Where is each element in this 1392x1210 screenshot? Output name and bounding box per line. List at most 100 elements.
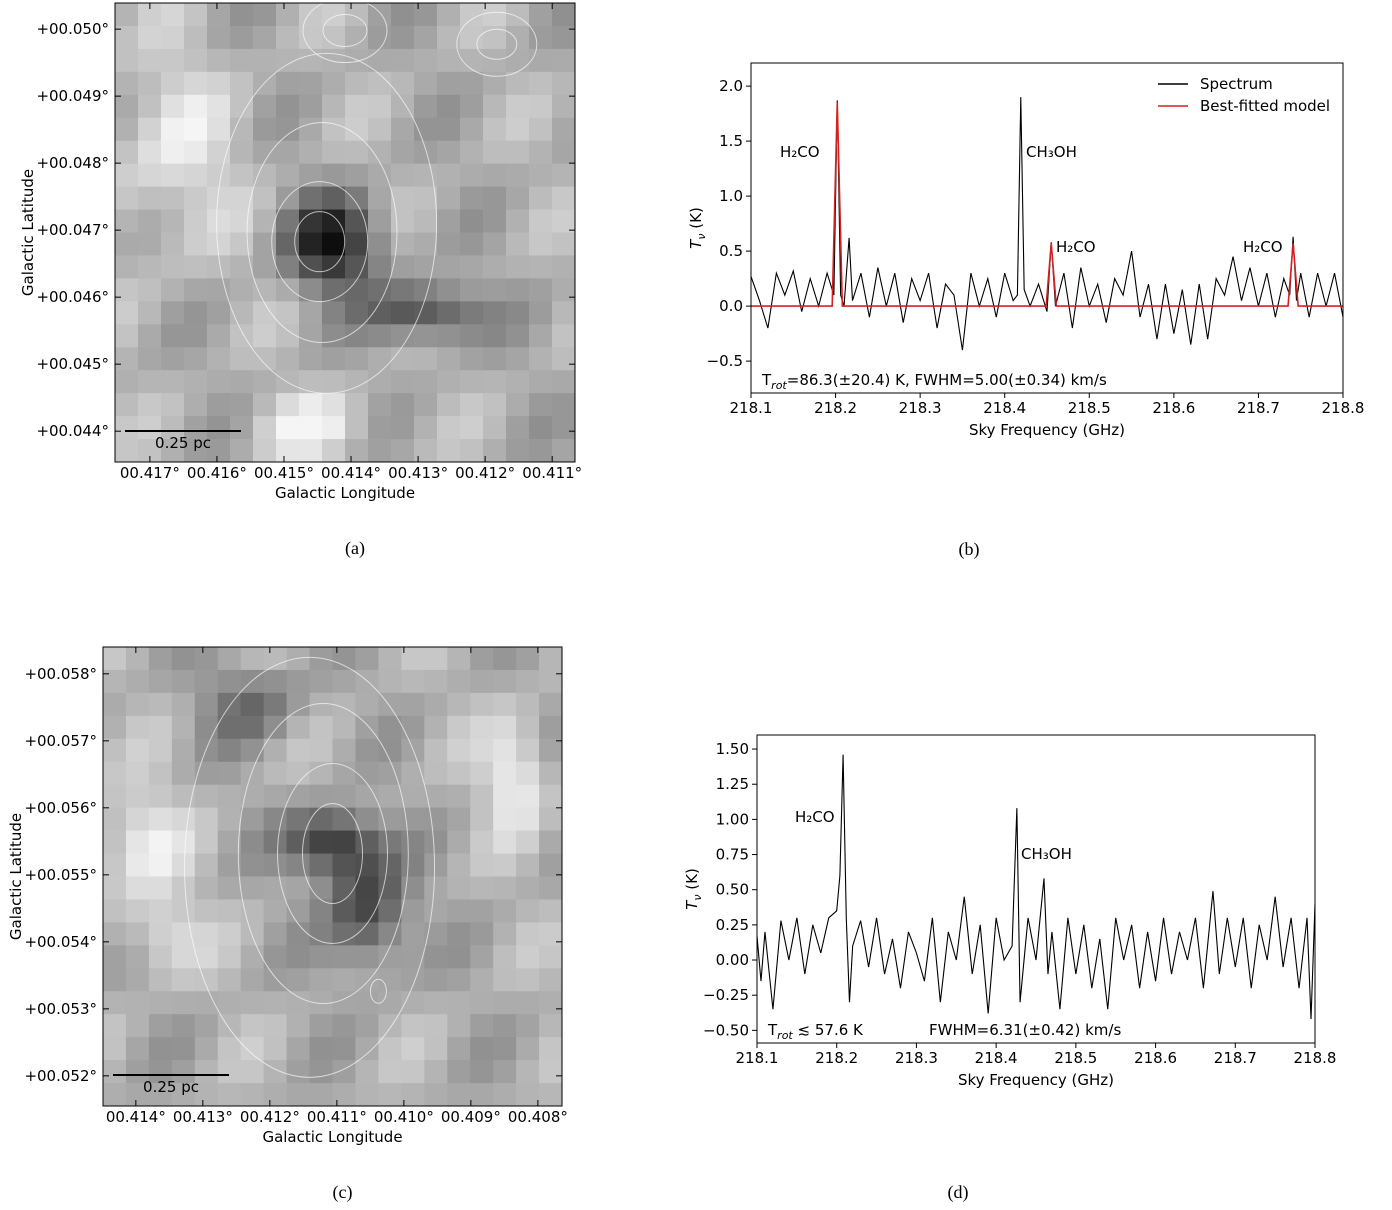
pixel: [148, 1060, 173, 1084]
pixel: [309, 968, 333, 992]
pixel: [299, 347, 323, 371]
pixel: [194, 761, 219, 786]
pixel: [414, 94, 438, 119]
pixel: [207, 3, 231, 27]
pixel: [138, 347, 162, 371]
pixel: [414, 186, 438, 211]
pixel: [470, 738, 494, 763]
pixel: [332, 1083, 356, 1107]
pixel: [230, 370, 254, 394]
pixel: [148, 692, 173, 717]
pixel: [217, 945, 242, 969]
pixel: [516, 876, 540, 900]
pixel: [286, 968, 311, 992]
pixel: [253, 439, 277, 463]
pixel: [217, 807, 242, 832]
pixel: [345, 393, 369, 417]
pixel: [391, 370, 415, 394]
pixel: [286, 669, 311, 694]
pixel: [263, 647, 288, 671]
pixel: [309, 738, 333, 763]
pixel: [207, 347, 231, 371]
pixel: [552, 186, 576, 211]
pixel: [171, 669, 196, 694]
pixel: [230, 3, 254, 27]
pixel: [240, 692, 265, 717]
contour: [271, 181, 369, 303]
pixel: [401, 1083, 425, 1107]
y-tick-label: +00.055°: [24, 866, 97, 884]
x-tick-label: 00.413°: [388, 464, 448, 482]
y-tick-label: 0.0: [719, 297, 743, 315]
pixel: [217, 1060, 242, 1084]
pixel: [332, 692, 356, 717]
pixel: [217, 830, 242, 855]
pixel: [332, 1037, 356, 1061]
y-tick-label: −0.25: [703, 986, 749, 1004]
pixel: [253, 163, 277, 188]
pixel: [368, 48, 392, 73]
pixel: [516, 853, 540, 877]
pixel: [309, 876, 333, 900]
pixel: [483, 301, 507, 325]
pixel: [401, 945, 425, 969]
pixel: [424, 876, 448, 900]
pixel: [483, 324, 507, 348]
pixel: [506, 278, 530, 302]
pixel: [125, 899, 150, 923]
pixel: [378, 1014, 402, 1038]
pixel: [539, 945, 563, 969]
pixel: [414, 25, 438, 50]
pixel: [184, 278, 208, 302]
pixel: [539, 738, 563, 763]
pixel: [401, 922, 425, 946]
pixel: [401, 647, 425, 671]
pixel: [483, 347, 507, 371]
x-axis-label: Sky Frequency (GHz): [958, 1071, 1114, 1089]
legend-label: Best-fitted model: [1200, 97, 1330, 115]
x-tick-label: 218.8: [1294, 1049, 1337, 1067]
pixel: [322, 370, 346, 394]
pixel: [309, 1037, 333, 1061]
pixel: [332, 830, 356, 855]
pixel: [263, 876, 288, 900]
pixel: [414, 48, 438, 73]
pixel: [414, 209, 438, 233]
x-tick-label: 00.412°: [455, 464, 515, 482]
pixel: [529, 25, 553, 50]
pixel: [286, 876, 311, 900]
pixel: [424, 945, 448, 969]
pixel: [529, 324, 553, 348]
y-tick-label: 1.5: [719, 132, 743, 150]
pixel: [230, 163, 254, 188]
x-tick-label: 00.412°: [240, 1108, 300, 1126]
pixel: [322, 439, 346, 463]
pixel: [437, 370, 461, 394]
pixel: [125, 761, 150, 786]
pixel: [332, 876, 356, 900]
pixel: [276, 94, 300, 119]
pixel: [194, 899, 219, 923]
pixel: [345, 71, 369, 96]
pixel: [299, 209, 323, 233]
pixel: [194, 830, 219, 855]
pixel: [263, 991, 288, 1015]
pixel: [230, 255, 254, 279]
pixel: [529, 416, 553, 440]
pixel: [299, 117, 323, 142]
pixel: [138, 71, 162, 96]
pixel: [552, 25, 576, 50]
pixel: [401, 669, 425, 694]
pixel: [161, 71, 185, 96]
pixel: [437, 439, 461, 463]
pixel: [253, 186, 277, 211]
pixel: [493, 968, 517, 992]
pixel: [125, 807, 150, 832]
pixel: [125, 945, 150, 969]
pixel: [368, 209, 392, 233]
pixel: [437, 232, 461, 256]
x-tick-label: 218.2: [815, 1049, 858, 1067]
pixel: [299, 439, 323, 463]
pixel: [447, 807, 471, 832]
pixel: [529, 209, 553, 233]
